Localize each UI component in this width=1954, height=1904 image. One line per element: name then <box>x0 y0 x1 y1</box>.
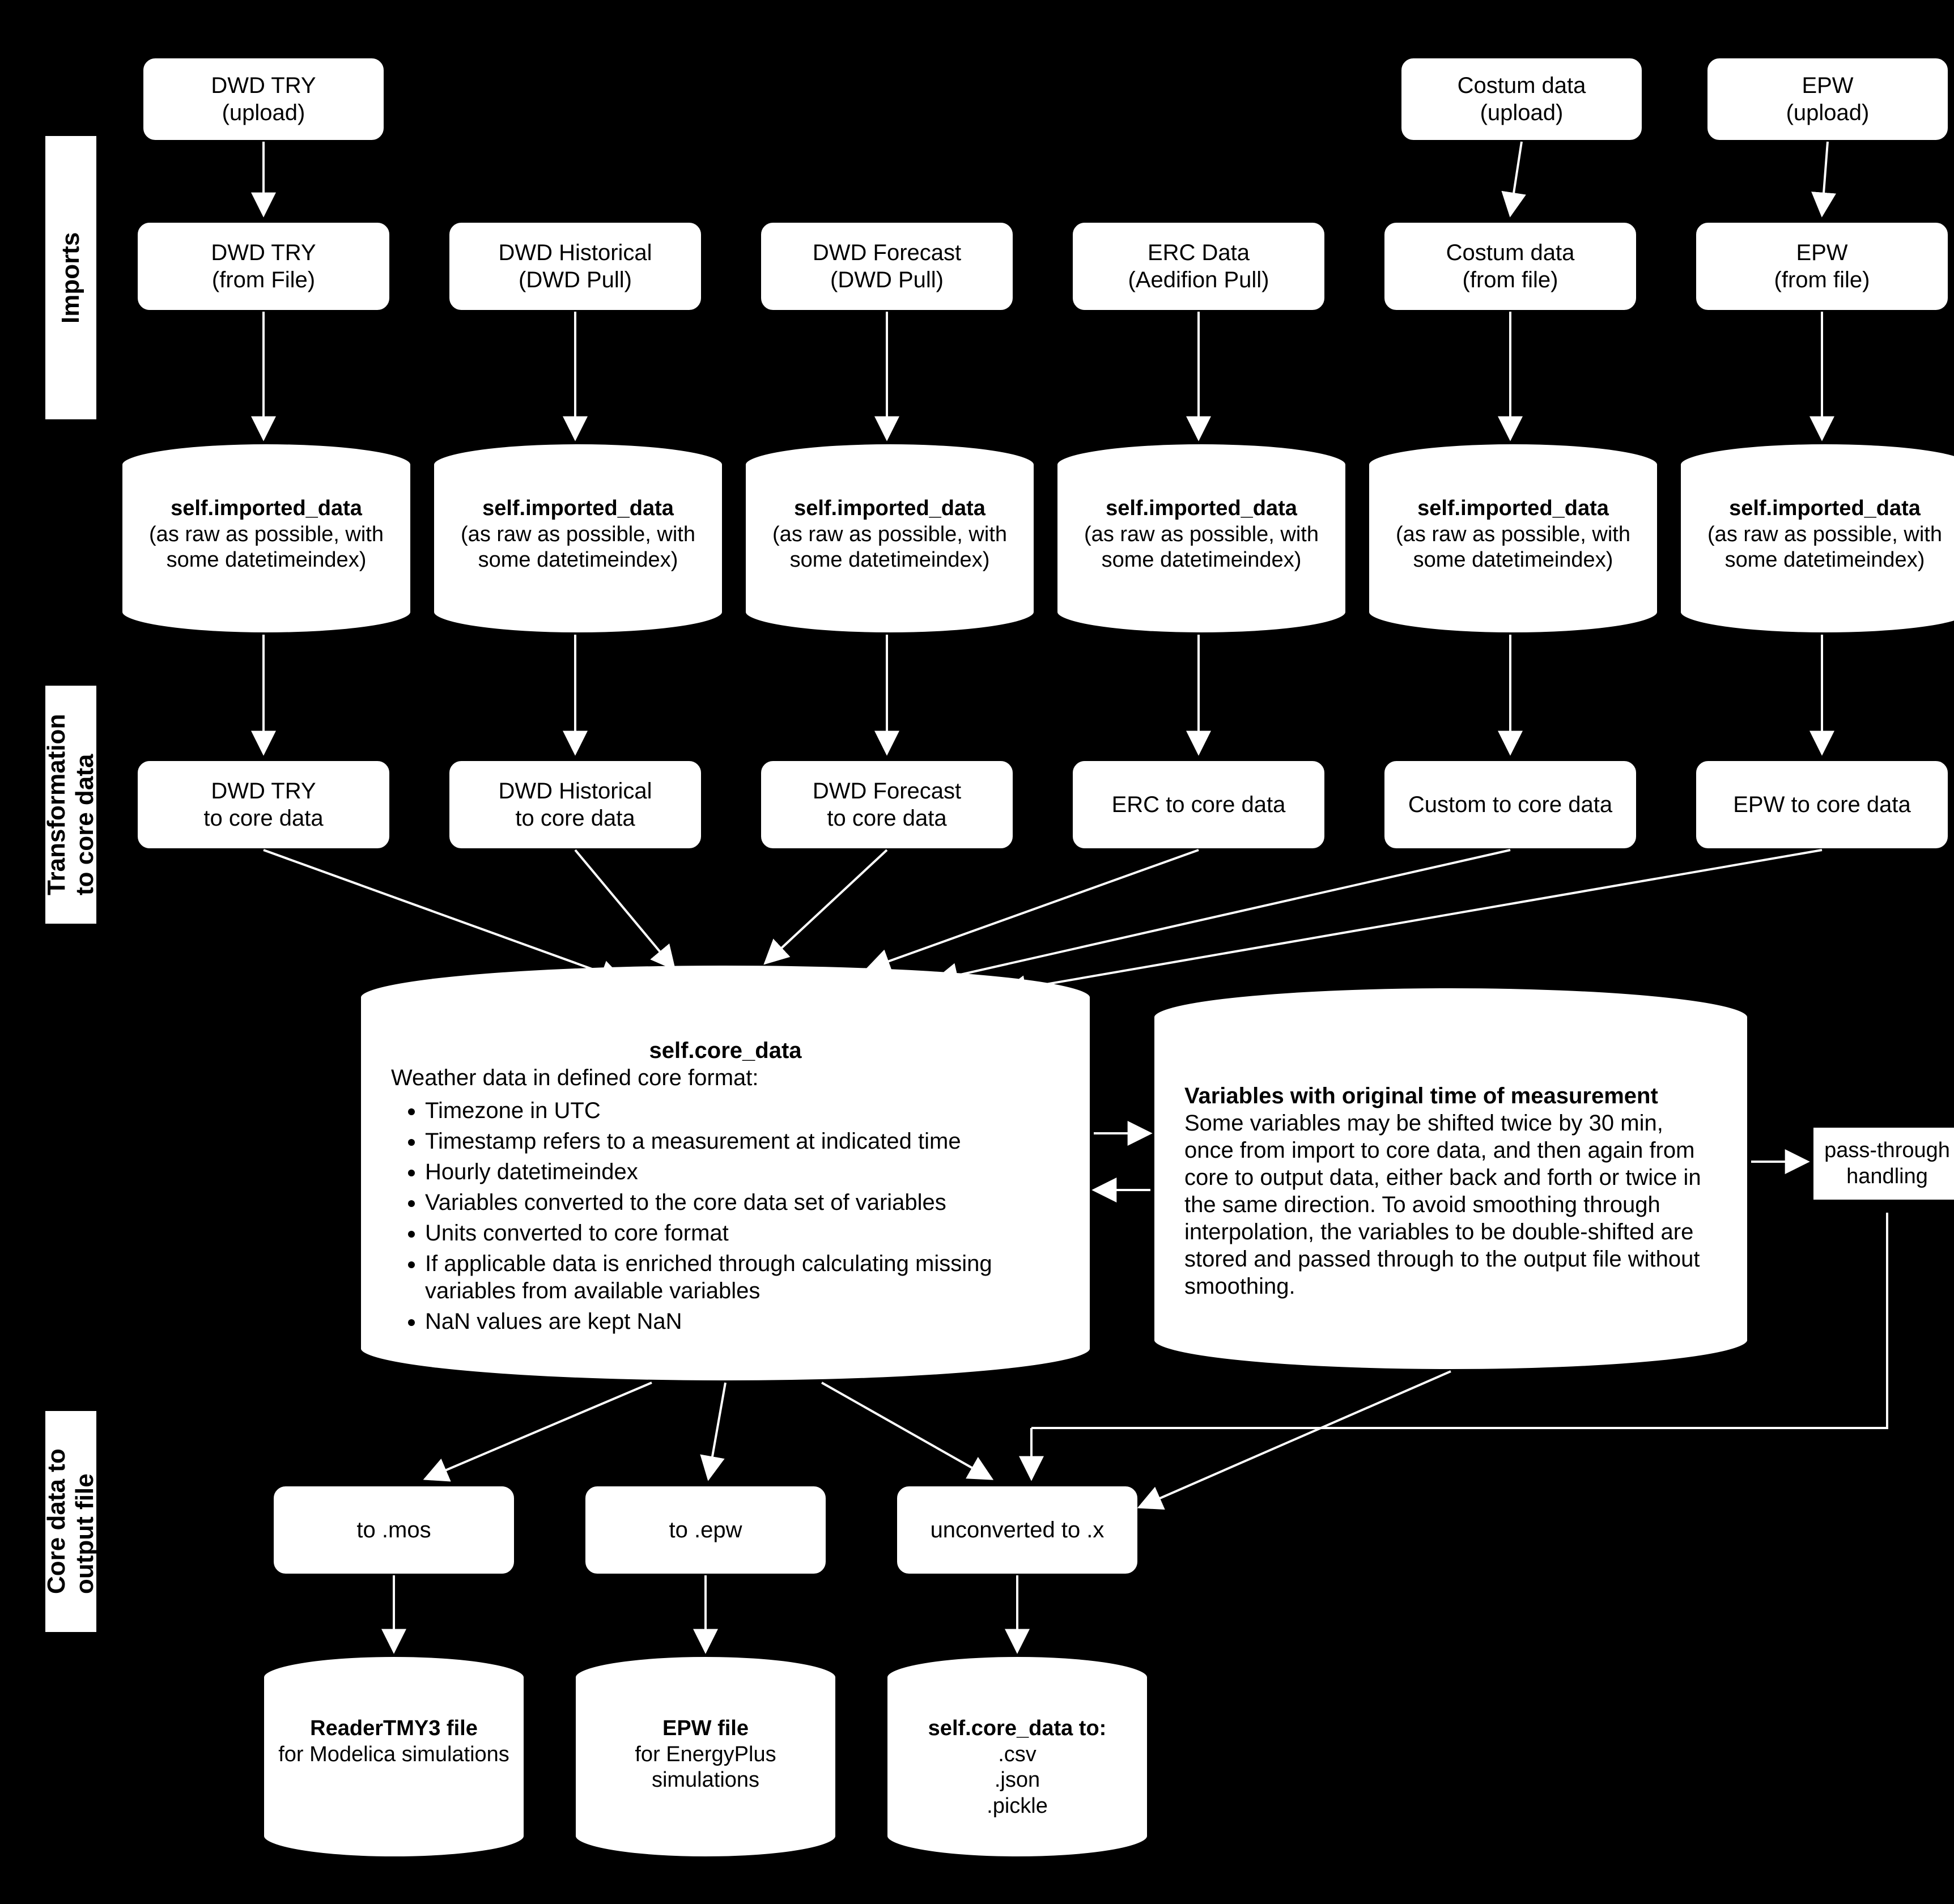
import-1-l2: (DWD Pull) <box>519 266 632 294</box>
box-upload-dwd-try: DWD TRY (upload) <box>142 57 385 142</box>
transform-2-l2: to core data <box>827 805 946 832</box>
box-transform-0: DWD TRY to core data <box>136 759 391 850</box>
box-output-1: to .epw <box>584 1485 827 1575</box>
core-sub: Weather data in defined core format: <box>391 1064 1060 1091</box>
passthrough-label: pass-through handling <box>1813 1128 1954 1200</box>
sidelabel-transform-text: Transformation to core data <box>43 714 99 895</box>
import-1-l1: DWD Historical <box>498 239 652 266</box>
cyl-out-2: self.core_data to:.csv.json.pickle <box>884 1655 1150 1859</box>
upload-1-l2: (upload) <box>1480 99 1564 126</box>
upload-0-l2: (upload) <box>222 99 305 126</box>
sidelabel-output-text: Core data to output file <box>43 1449 99 1595</box>
box-import-0: DWD TRY (from File) <box>136 221 391 312</box>
box-transform-5: EPW to core data <box>1694 759 1949 850</box>
import-0-l2: (from File) <box>212 266 315 294</box>
transform-0-l2: to core data <box>203 805 323 832</box>
sidelabel-output: Core data to output file <box>45 1411 96 1632</box>
core-b6: NaN values are kept NaN <box>425 1308 1060 1335</box>
core-b0: Timezone in UTC <box>425 1097 1060 1124</box>
cyl-vars: Variables with original time of measurem… <box>1150 986 1751 1371</box>
upload-1-l1: Costum data <box>1458 72 1586 99</box>
core-title: self.core_data <box>649 1038 801 1063</box>
sidelabel-transform: Transformation to core data <box>45 686 96 924</box>
import-3-l2: (Aedifion Pull) <box>1128 266 1269 294</box>
core-b4: Units converted to core format <box>425 1219 1060 1247</box>
transform-1-l2: to core data <box>515 805 635 832</box>
transform-1-l1: DWD Historical <box>498 777 652 805</box>
transform-5-l1: EPW to core data <box>1733 791 1910 818</box>
box-output-2: unconverted to .x <box>895 1485 1139 1575</box>
cyl-imported-1: self.imported_data(as raw as possible, w… <box>431 442 725 635</box>
output-0-l1: to .mos <box>356 1516 431 1544</box>
cyl-imported-4: self.imported_data(as raw as possible, w… <box>1366 442 1660 635</box>
cyl-core-data: self.core_data Weather data in defined c… <box>357 963 1094 1383</box>
sidelabel-imports-text: Imports <box>57 232 85 323</box>
transform-0-l1: DWD TRY <box>211 777 316 805</box>
box-upload-custom: Costum data (upload) <box>1400 57 1643 142</box>
box-transform-2: DWD Forecast to core data <box>759 759 1014 850</box>
box-import-1: DWD Historical (DWD Pull) <box>448 221 703 312</box>
cyl-imported-5: self.imported_data(as raw as possible, w… <box>1677 442 1954 635</box>
diagram-root: Imports Transformation to core data Core… <box>28 34 1926 1836</box>
core-b3: Variables converted to the core data set… <box>425 1189 1060 1216</box>
sidelabel-imports: Imports <box>45 136 96 419</box>
transform-2-l1: DWD Forecast <box>813 777 961 805</box>
core-bullets: Timezone in UTC Timestamp refers to a me… <box>391 1097 1060 1335</box>
box-transform-4: Custom to core data <box>1383 759 1638 850</box>
import-2-l2: (DWD Pull) <box>830 266 944 294</box>
core-b5: If applicable data is enriched through c… <box>425 1250 1060 1304</box>
transform-4-l1: Custom to core data <box>1408 791 1612 818</box>
transform-3-l1: ERC to core data <box>1112 791 1286 818</box>
upload-2-l1: EPW <box>1802 72 1853 99</box>
cyl-imported-0: self.imported_data(as raw as possible, w… <box>119 442 414 635</box>
core-b1: Timestamp refers to a measurement at ind… <box>425 1128 1060 1155</box>
box-import-2: DWD Forecast (DWD Pull) <box>759 221 1014 312</box>
box-transform-3: ERC to core data <box>1071 759 1326 850</box>
upload-2-l2: (upload) <box>1786 99 1870 126</box>
passthrough-text: pass-through handling <box>1824 1138 1954 1188</box>
box-import-5: EPW (from file) <box>1694 221 1949 312</box>
core-b2: Hourly datetimeindex <box>425 1158 1060 1185</box>
cyl-imported-3: self.imported_data(as raw as possible, w… <box>1054 442 1349 635</box>
box-import-4: Costum data (from file) <box>1383 221 1638 312</box>
import-2-l1: DWD Forecast <box>813 239 961 266</box>
box-upload-epw: EPW (upload) <box>1706 57 1949 142</box>
box-import-3: ERC Data (Aedifion Pull) <box>1071 221 1326 312</box>
import-4-l2: (from file) <box>1463 266 1558 294</box>
cyl-out-0: ReaderTMY3 filefor Modelica simulations <box>261 1655 527 1859</box>
import-3-l1: ERC Data <box>1148 239 1250 266</box>
box-transform-1: DWD Historical to core data <box>448 759 703 850</box>
box-output-0: to .mos <box>272 1485 516 1575</box>
upload-0-l1: DWD TRY <box>211 72 316 99</box>
vars-title: Variables with original time of measurem… <box>1184 1083 1658 1108</box>
vars-body: Some variables may be shifted twice by 3… <box>1184 1111 1701 1299</box>
import-5-l2: (from file) <box>1774 266 1870 294</box>
cyl-out-1: EPW filefor EnergyPlus simulations <box>572 1655 839 1859</box>
output-1-l1: to .epw <box>669 1516 742 1544</box>
output-2-l1: unconverted to .x <box>931 1516 1105 1544</box>
import-4-l1: Costum data <box>1446 239 1575 266</box>
cyl-imported-2: self.imported_data(as raw as possible, w… <box>742 442 1037 635</box>
import-5-l1: EPW <box>1796 239 1847 266</box>
import-0-l1: DWD TRY <box>211 239 316 266</box>
